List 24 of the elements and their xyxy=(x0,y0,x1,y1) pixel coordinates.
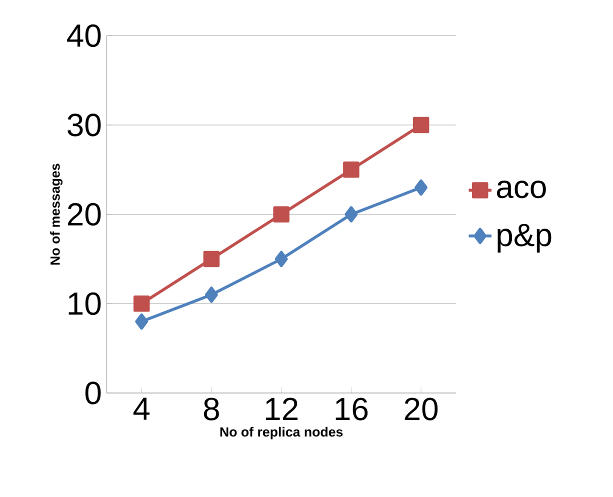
point xyxy=(273,206,290,222)
point xyxy=(344,206,358,222)
y-tick-label: 10 xyxy=(68,292,101,315)
y-tick-label: 40 xyxy=(67,24,101,47)
y-tick-label: 30 xyxy=(68,114,101,136)
point xyxy=(343,162,360,178)
point xyxy=(414,179,428,196)
y-tick-label: 0 xyxy=(85,382,101,404)
x-tick-label: 12 xyxy=(266,398,298,420)
point xyxy=(133,296,150,312)
x-tick-label: 4 xyxy=(133,398,150,420)
point xyxy=(274,250,288,268)
point xyxy=(135,313,148,330)
x-tick-label: 20 xyxy=(404,398,438,420)
y-axis-title: No of messages xyxy=(50,164,63,265)
legend-label: p&p xyxy=(498,224,552,253)
x-tick-label: 16 xyxy=(336,398,368,420)
x-axis-title: No of replica nodes xyxy=(220,426,343,440)
point xyxy=(203,250,220,268)
point xyxy=(204,286,218,303)
y-tick-label: 20 xyxy=(68,203,101,226)
point xyxy=(412,116,430,134)
x-tick-label: 8 xyxy=(204,398,219,420)
legend-label: aco xyxy=(496,180,546,198)
